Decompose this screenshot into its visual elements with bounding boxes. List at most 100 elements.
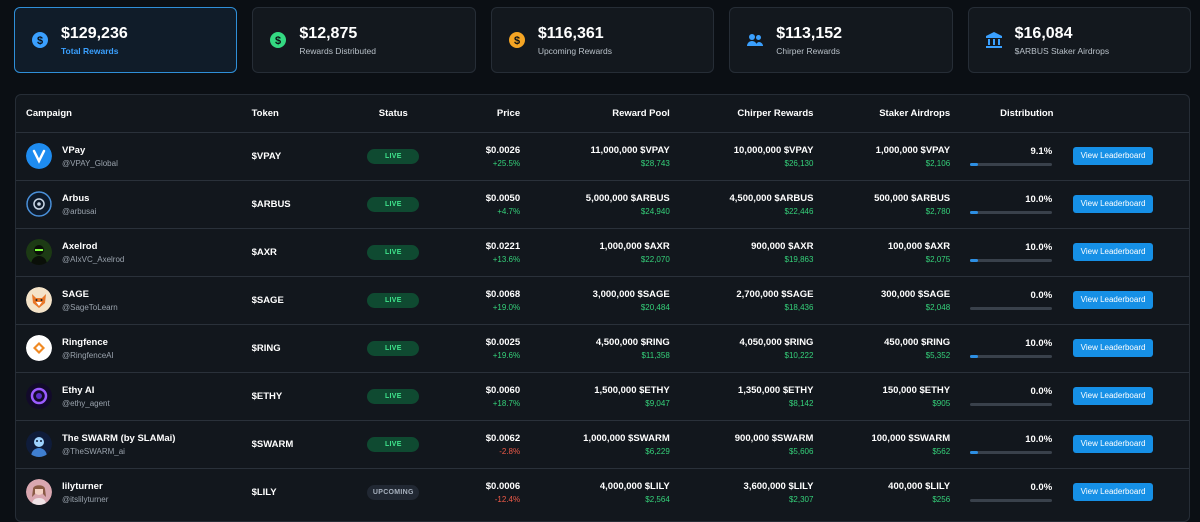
stat-card-upcoming-rewards[interactable]: $ $116,361 Upcoming Rewards (490, 7, 715, 73)
staker-airdrops-cell: 1,000,000 $VPAY $2,106 (813, 132, 951, 181)
status-badge: LIVE (367, 196, 420, 212)
status-cell: UPCOMING (343, 468, 443, 516)
view-leaderboard-button[interactable]: View Leaderboard (1073, 387, 1154, 405)
reward-pool-usd: $24,940 (640, 206, 670, 216)
distribution-bar (970, 403, 1053, 406)
chirper-rewards-amount: 900,000 $AXR (751, 240, 814, 252)
reward-pool-usd: $11,358 (641, 350, 670, 360)
stat-value: $113,152 (776, 25, 843, 42)
distribution-bar (970, 307, 1053, 310)
stat-label: Chirper Rewards (776, 46, 840, 56)
view-leaderboard-button[interactable]: View Leaderboard (1073, 195, 1154, 213)
bank-icon (985, 31, 1003, 49)
chirper-rewards-cell: 900,000 $SWARM $5,606 (669, 420, 814, 469)
reward-pool-cell: 3,000,000 $SAGE $20,484 (520, 276, 670, 325)
staker-airdrops-cell: 400,000 $LILY $256 (813, 468, 950, 516)
reward-pool-amount: 1,000,000 $SWARM (583, 432, 670, 444)
reward-pool-cell: 11,000,000 $VPAY $28,743 (520, 132, 670, 181)
staker-airdrops-amount: 100,000 $SWARM (871, 432, 951, 444)
status-badge: LIVE (367, 148, 420, 164)
stat-card-chirper-rewards[interactable]: $113,152 Chirper Rewards (729, 7, 953, 73)
svg-text:$: $ (37, 35, 43, 47)
token-cell: $VPAY (251, 132, 344, 181)
distribution-percent: 0.0% (1030, 290, 1053, 301)
distribution-percent: 0.0% (1030, 386, 1053, 397)
price-cell: $0.0060 +18.7% (443, 372, 521, 421)
people-icon (746, 31, 764, 49)
header-token: Token (251, 95, 344, 133)
staker-airdrops-usd: $2,075 (925, 254, 951, 264)
distribution-bar (970, 163, 1053, 166)
staker-airdrops-cell: 150,000 $ETHY $905 (813, 372, 951, 421)
campaign-name: Ringfence (62, 336, 108, 348)
swarm-avatar-icon (26, 431, 52, 457)
distribution-cell: 0.0% (950, 372, 1074, 421)
campaign-name: Ethy AI (62, 384, 95, 396)
token-cell: $RING (251, 324, 344, 373)
reward-pool-cell: 1,500,000 $ETHY $9,047 (520, 372, 670, 421)
dollar-circle-icon: $ (31, 31, 49, 49)
actions-cell: View Leaderboard (1073, 132, 1189, 181)
distribution-bar (970, 259, 1053, 262)
ringfence-logo-icon (26, 335, 52, 361)
price-value: $0.0006 (485, 480, 521, 492)
reward-pool-amount: 3,000,000 $SAGE (592, 288, 670, 300)
stat-card-total-rewards[interactable]: $ $129,236 Total Rewards (14, 7, 238, 73)
price-value: $0.0050 (485, 192, 521, 204)
staker-airdrops-usd: $562 (932, 446, 951, 456)
reward-pool-amount: 11,000,000 $VPAY (590, 144, 670, 156)
campaign-handle: @ethy_agent (62, 398, 110, 408)
staker-airdrops-cell: 100,000 $AXR $2,075 (813, 228, 951, 277)
staker-airdrops-amount: 150,000 $ETHY (882, 384, 951, 396)
reward-pool-usd: $28,743 (640, 158, 670, 168)
staker-airdrops-amount: 100,000 $AXR (887, 240, 951, 252)
campaign-cell: Arbus @arbusai (16, 180, 252, 229)
staker-airdrops-amount: 400,000 $LILY (888, 480, 951, 492)
token-cell: $ETHY (251, 372, 344, 421)
price-value: $0.0026 (485, 144, 521, 156)
token-cell: $LILY (251, 486, 277, 498)
status-cell: LIVE (343, 180, 444, 229)
price-value: $0.0068 (485, 288, 521, 300)
stat-label: Upcoming Rewards (537, 46, 612, 56)
stat-label: Rewards Distributed (299, 46, 376, 56)
token-cell: $SWARM (251, 420, 344, 469)
reward-pool-cell: 5,000,000 $ARBUS $24,940 (520, 180, 670, 229)
staker-airdrops-amount: 1,000,000 $VPAY (875, 144, 951, 156)
campaign-cell: Ethy AI @ethy_agent (16, 372, 252, 421)
stat-card-arbus-staker-airdrops[interactable]: $16,084 $ARBUS Staker Airdrops (967, 7, 1192, 73)
distribution-percent: 10.0% (1025, 194, 1053, 205)
view-leaderboard-button[interactable]: View Leaderboard (1073, 147, 1154, 165)
header-campaign: Campaign (16, 95, 252, 133)
campaign-name: VPay (62, 144, 86, 156)
view-leaderboard-button[interactable]: View Leaderboard (1073, 339, 1154, 357)
distribution-cell: 10.0% (950, 180, 1074, 229)
stats-row: $ $129,236 Total Rewards $ $12,875 Rewar… (14, 7, 1192, 73)
token-cell: $ARBUS (251, 180, 344, 229)
chirper-rewards-amount: 3,600,000 $LILY (743, 480, 814, 492)
view-leaderboard-button[interactable]: View Leaderboard (1073, 435, 1154, 453)
distribution-bar (970, 451, 1053, 454)
status-badge: LIVE (367, 436, 420, 452)
campaign-handle: @TheSWARM_ai (62, 446, 125, 456)
distribution-percent: 10.0% (1025, 338, 1053, 349)
distribution-bar (970, 211, 1053, 214)
campaign-name: Axelrod (62, 240, 98, 252)
actions-cell: View Leaderboard (1073, 468, 1189, 516)
price-change: +19.0% (492, 302, 521, 312)
stat-card-rewards-distributed[interactable]: $ $12,875 Rewards Distributed (252, 7, 476, 73)
reward-pool-usd: $6,229 (645, 446, 670, 456)
reward-pool-amount: 1,500,000 $ETHY (594, 384, 670, 396)
view-leaderboard-button[interactable]: View Leaderboard (1073, 291, 1154, 309)
reward-pool-amount: 1,000,000 $AXR (599, 240, 670, 252)
chirper-rewards-cell: 4,050,000 $RING $10,222 (669, 324, 814, 373)
view-leaderboard-button[interactable]: View Leaderboard (1073, 483, 1154, 502)
table-row: lilyturner @itslilyturner $LILY UPCOMING… (16, 468, 1189, 516)
actions-cell: View Leaderboard (1073, 324, 1189, 373)
campaign-handle: @AIxVC_Axelrod (62, 254, 125, 264)
staker-airdrops-cell: 500,000 $ARBUS $2,780 (813, 180, 951, 229)
view-leaderboard-button[interactable]: View Leaderboard (1073, 243, 1154, 261)
reward-pool-usd: $2,564 (645, 494, 670, 504)
header-chirper-rewards: Chirper Rewards (669, 95, 814, 133)
header-staker-airdrops: Staker Airdrops (813, 95, 951, 133)
